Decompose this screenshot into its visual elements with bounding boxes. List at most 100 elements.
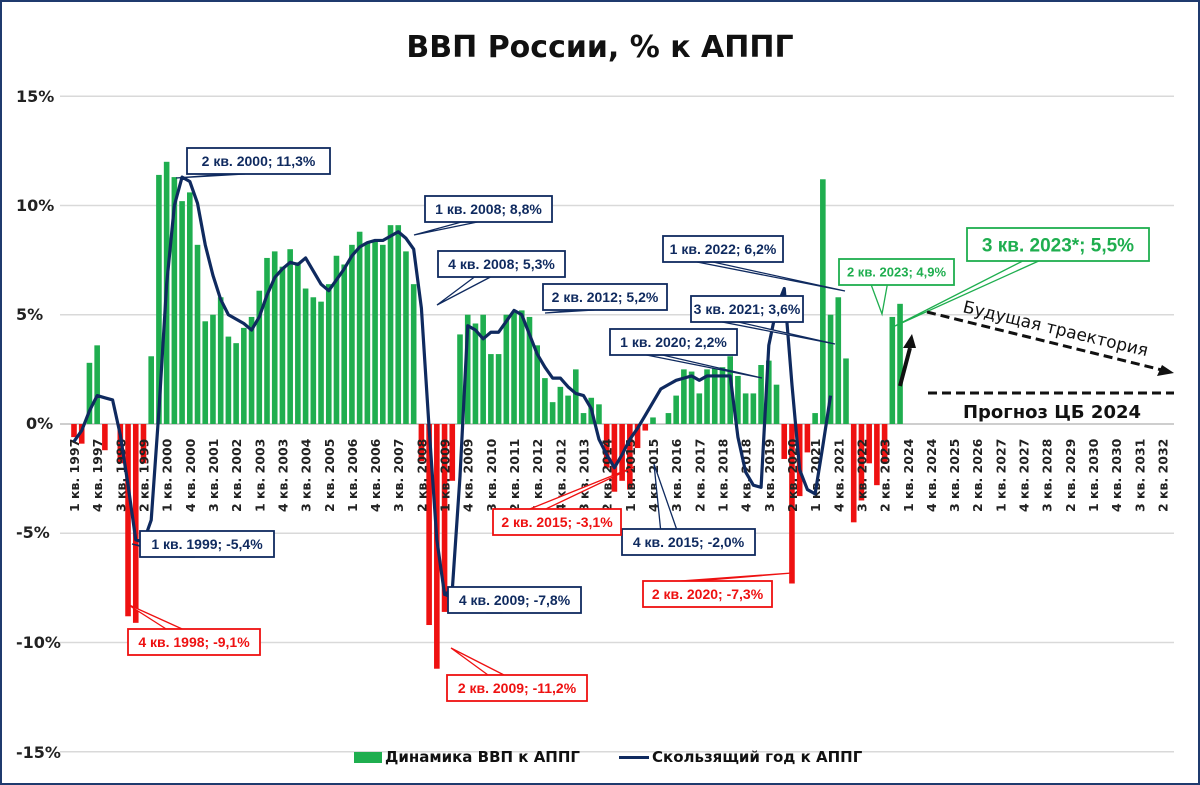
bar [773, 384, 780, 424]
x-tick-label: 2 кв. 2026 [970, 438, 985, 512]
callout: 1 кв. 1999; -5,4% [131, 530, 275, 558]
legend-bar-swatch [354, 751, 382, 763]
legend-bar-item: Динамика ВВП к АППГ [354, 748, 580, 766]
bar [750, 393, 757, 424]
x-tick-label: 1 кв. 2015 [623, 439, 638, 512]
callout: 4 кв. 2008; 5,3% [436, 250, 566, 306]
bar [897, 303, 903, 424]
x-tick-label: 2 кв. 1999 [136, 439, 151, 512]
bar [264, 257, 270, 424]
callout: 2 кв. 2023; 4,9% [838, 258, 955, 317]
chart-title: ВВП России, % к АППГ [406, 30, 794, 65]
bar [410, 284, 417, 424]
x-tick-label: 3 кв. 2019 [762, 439, 777, 512]
bar [380, 244, 386, 424]
y-tick-minus-5: -5% [16, 523, 50, 542]
bar [835, 297, 842, 424]
svg-text:4 кв. 2009; -7,8%: 4 кв. 2009; -7,8% [459, 592, 571, 608]
bar [889, 316, 896, 424]
x-tick-label: 2 кв. 2020 [785, 438, 800, 512]
bar [418, 424, 425, 462]
up-arrow-icon [898, 347, 912, 387]
y-tick-10: 10% [16, 196, 55, 215]
bar [187, 192, 193, 424]
y-tick-minus-10: -10% [16, 633, 61, 652]
bar [742, 393, 749, 424]
x-tick-label: 4 кв. 2021 [831, 439, 846, 512]
x-tick-label: 2 кв. 2011 [507, 439, 522, 512]
bar [642, 424, 649, 431]
bar [125, 424, 131, 617]
bar [364, 242, 371, 424]
bar [333, 255, 340, 424]
x-tick-label: 2 кв. 2029 [1063, 439, 1078, 512]
bar [86, 362, 93, 424]
bar [812, 413, 818, 424]
x-tick-label: 4 кв. 2006 [368, 438, 383, 512]
bar [681, 369, 687, 424]
bar [766, 360, 772, 424]
x-tick-label: 3 кв. 2010 [484, 438, 499, 512]
x-tick-label: 3 кв. 2025 [947, 439, 962, 512]
bar [804, 424, 811, 453]
up-arrow-head-icon [903, 334, 916, 348]
bar [534, 345, 540, 424]
callout: 3 кв. 2021; 3,6% [690, 295, 836, 345]
x-tick-label: 3 кв. 2013 [577, 439, 592, 512]
x-tick-label: 1 кв. 2003 [252, 439, 267, 512]
bar [480, 314, 486, 424]
bar [627, 424, 633, 490]
x-tick-label: 3 кв. 2022 [854, 439, 869, 512]
bar [488, 354, 494, 424]
bar [302, 288, 309, 424]
bar [789, 424, 795, 584]
bar [557, 386, 564, 424]
bar [596, 404, 602, 424]
x-tick-label: 1 кв. 2027 [993, 439, 1008, 512]
bar [202, 321, 209, 424]
x-tick-label: 4 кв. 2012 [553, 439, 568, 512]
bar [441, 424, 448, 612]
bar [758, 365, 764, 424]
x-tick-label: 2 кв. 2032 [1156, 439, 1171, 512]
bar [426, 424, 432, 626]
bar [827, 314, 834, 424]
svg-text:4 кв. 2008; 5,3%: 4 кв. 2008; 5,3% [448, 256, 555, 272]
bar [603, 424, 610, 468]
svg-text:3 кв. 2023*; 5,5%: 3 кв. 2023*; 5,5% [982, 235, 1134, 256]
callout: 2 кв. 2012; 5,2% [542, 283, 668, 314]
bar [403, 251, 409, 424]
bar [349, 244, 355, 424]
bar [171, 177, 178, 424]
bar [611, 424, 618, 492]
bar [881, 424, 888, 464]
x-tick-label: 1 кв. 2024 [901, 438, 916, 512]
bar [495, 354, 502, 424]
bar [511, 312, 517, 424]
bar [318, 301, 324, 424]
x-tick-label: 1 кв. 1997 [67, 439, 82, 512]
svg-text:2 кв. 2000; 11,3%: 2 кв. 2000; 11,3% [202, 153, 316, 169]
bar [132, 424, 139, 623]
callout: 2 кв. 2009; -11,2% [446, 647, 588, 702]
x-tick-label: 3 кв. 2007 [391, 439, 406, 512]
y-tick-15: 15% [16, 87, 55, 106]
x-tick-label: 3 кв. 2031 [1132, 439, 1147, 512]
bar [858, 424, 865, 501]
x-tick-label: 1 кв. 2018 [715, 439, 730, 512]
x-tick-label: 1 кв. 2006 [345, 438, 360, 512]
bar [179, 201, 185, 424]
bar [210, 314, 216, 424]
bar [241, 327, 247, 424]
x-tick-label: 2 кв. 2008 [414, 439, 429, 512]
callout: 1 кв. 2008; 8,8% [413, 195, 553, 236]
y-tick-5: 5% [16, 305, 44, 324]
bar [449, 424, 456, 481]
bar [287, 249, 293, 424]
bar [696, 393, 703, 424]
x-tick-label: 2 кв. 2017 [692, 439, 707, 512]
svg-text:2 кв. 2009; -11,2%: 2 кв. 2009; -11,2% [458, 680, 577, 696]
bar [727, 356, 733, 424]
bar [526, 316, 533, 424]
